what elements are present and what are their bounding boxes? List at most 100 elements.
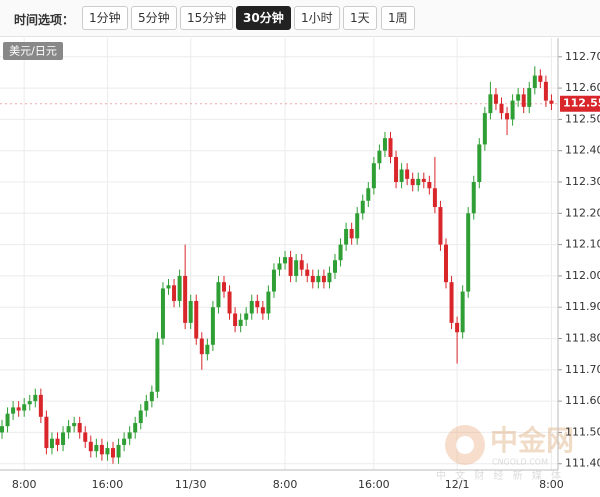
x-tick-label: 12/1 xyxy=(445,478,470,491)
candle-body xyxy=(66,426,71,433)
candle-body xyxy=(277,263,282,270)
candle-body xyxy=(527,88,532,107)
candle-body xyxy=(210,307,215,345)
toolbar-label: 时间选项： xyxy=(14,13,75,27)
candle-body xyxy=(305,269,310,276)
candle-body xyxy=(355,213,360,239)
interval-button[interactable]: 15分钟 xyxy=(180,6,234,30)
candle-body xyxy=(77,423,82,433)
candle-body xyxy=(394,156,399,182)
y-tick-label: 111.80 xyxy=(565,332,600,345)
candle-body xyxy=(205,344,210,355)
candle-body xyxy=(61,432,66,445)
candle-body xyxy=(138,410,143,424)
y-tick-label: 111.60 xyxy=(565,394,600,407)
candle-body xyxy=(49,438,54,449)
candle-body xyxy=(493,94,498,104)
y-tick-label: 112.30 xyxy=(565,175,600,188)
candle-body xyxy=(416,178,421,186)
candle-body xyxy=(482,113,487,145)
candle-body xyxy=(22,404,27,411)
candle-body xyxy=(532,75,537,89)
y-tick-label: 111.90 xyxy=(565,300,600,313)
y-tick-label: 111.50 xyxy=(565,425,600,438)
candle-body xyxy=(360,200,365,214)
grid xyxy=(0,38,558,470)
candle-body xyxy=(183,275,188,323)
candle-body xyxy=(72,423,77,427)
interval-button[interactable]: 5分钟 xyxy=(131,6,177,30)
candle-body xyxy=(549,100,554,104)
x-tick-label: 8:00 xyxy=(539,478,564,491)
candle-body xyxy=(88,441,93,452)
candle-body xyxy=(249,300,254,314)
candle-body xyxy=(155,338,160,392)
candle-body xyxy=(133,423,138,433)
candle-body xyxy=(543,81,548,101)
candle-body xyxy=(38,394,43,417)
candle-body xyxy=(438,207,443,245)
candle-body xyxy=(371,163,376,189)
watermark-logo xyxy=(445,425,485,465)
candle-body xyxy=(227,291,232,314)
symbol-label: 美元/日元 xyxy=(9,45,57,58)
y-tick-label: 112.60 xyxy=(565,81,600,94)
candle-body xyxy=(216,282,221,308)
interval-button[interactable]: 1天 xyxy=(343,6,377,30)
candle-body xyxy=(316,275,321,283)
symbol-badge xyxy=(3,42,63,60)
candle-body xyxy=(338,244,343,261)
candle-body xyxy=(199,338,204,355)
candle-body xyxy=(505,113,510,120)
watermark-slogan: 中 文 财 经 新 媒 体 xyxy=(436,469,564,482)
y-tick-label: 112.70 xyxy=(565,50,600,63)
candle-body xyxy=(516,94,521,101)
candle-body xyxy=(444,244,448,283)
candle-body xyxy=(499,103,504,114)
candle-body xyxy=(310,275,315,283)
candle-body xyxy=(299,260,304,270)
x-tick-label: 16:00 xyxy=(358,478,390,491)
y-tick-label: 112.00 xyxy=(565,269,600,282)
candle-body xyxy=(5,413,10,427)
y-tick-label: 111.70 xyxy=(565,363,600,376)
interval-button-active[interactable]: 30分钟 xyxy=(236,6,291,30)
candle-body xyxy=(105,448,110,455)
candle-body xyxy=(233,313,238,326)
y-tick-label: 112.40 xyxy=(565,144,600,157)
candle-body xyxy=(44,416,49,449)
candle-body xyxy=(455,322,460,333)
watermark-url: CNGOLD.COM xyxy=(492,458,548,467)
candle-body xyxy=(510,100,515,120)
y-tick-label: 111.40 xyxy=(565,457,600,470)
candle-body xyxy=(477,144,482,182)
x-tick-label: 11/30 xyxy=(175,478,207,491)
interval-button[interactable]: 1分钟 xyxy=(82,6,128,30)
watermark-logo xyxy=(456,436,474,454)
candle-body xyxy=(421,178,426,182)
candle-body xyxy=(166,285,171,289)
interval-button[interactable]: 1周 xyxy=(381,6,415,30)
candle-body xyxy=(405,169,410,179)
watermark-text: 中金网 xyxy=(490,424,574,457)
x-tick-label: 8:00 xyxy=(12,478,37,491)
candle-body xyxy=(33,394,38,402)
candle-body xyxy=(83,432,88,442)
candle-body xyxy=(432,188,437,208)
candle-body xyxy=(333,260,337,273)
candle-body xyxy=(399,169,404,182)
candle-body xyxy=(144,401,149,411)
candle-body xyxy=(172,285,177,301)
candle-body xyxy=(94,444,99,452)
watermark: 中金网 CNGOLD.COM 中 文 财 经 新 媒 体 xyxy=(436,424,574,482)
candle-body xyxy=(149,391,154,402)
candle-body xyxy=(266,291,271,314)
last-price-label: 112.55 xyxy=(563,97,600,110)
candle-body xyxy=(427,182,432,189)
candle-body xyxy=(238,319,243,326)
y-tick-label: 112.10 xyxy=(565,238,600,251)
candle-body xyxy=(160,288,165,339)
y-tick-label: 112.50 xyxy=(565,112,600,125)
interval-button[interactable]: 1小时 xyxy=(294,6,340,30)
